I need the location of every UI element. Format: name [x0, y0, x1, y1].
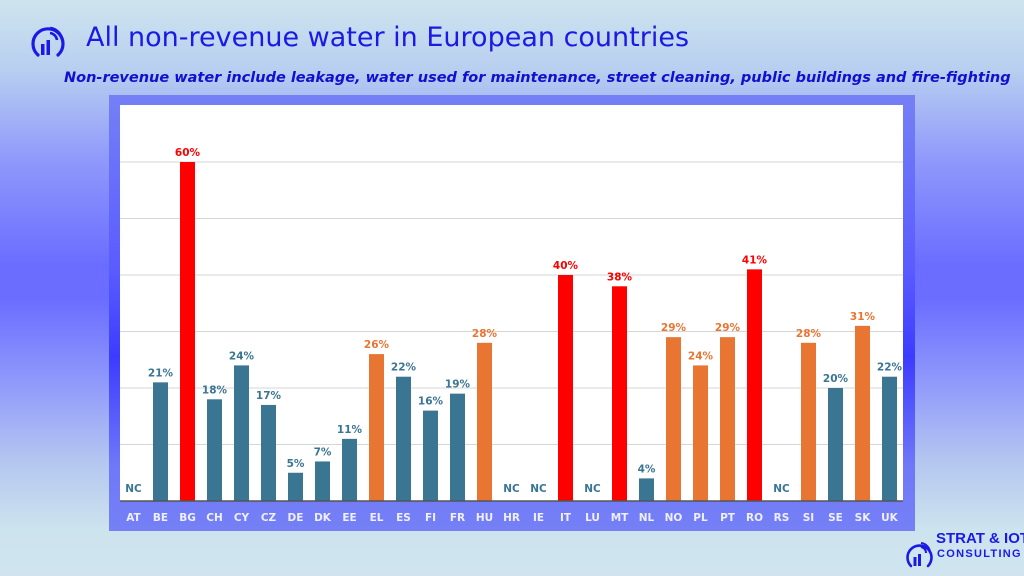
- bar-de: [288, 472, 303, 501]
- data-label-ie: NC: [530, 483, 547, 495]
- bar-ro: [747, 269, 762, 501]
- data-label-uk: 22%: [877, 362, 903, 374]
- x-tick-label-at: AT: [126, 512, 141, 524]
- x-tick-label-it: IT: [560, 512, 572, 524]
- x-tick-label-de: DE: [288, 512, 304, 524]
- data-label-no: 29%: [661, 322, 687, 334]
- bar-es: [396, 376, 411, 501]
- data-label-el: 26%: [364, 339, 390, 351]
- x-tick-label-cz: CZ: [261, 512, 277, 524]
- x-tick-label-se: SE: [828, 512, 843, 524]
- bar-sk: [855, 325, 870, 501]
- x-tick-label-ro: RO: [746, 512, 763, 524]
- data-label-pl: 24%: [688, 350, 714, 362]
- x-tick-label-lu: LU: [585, 512, 600, 524]
- x-tick-label-cy: CY: [234, 512, 250, 524]
- bar-pl: [693, 365, 708, 501]
- data-label-cy: 24%: [229, 350, 255, 362]
- x-tick-label-bg: BG: [179, 512, 196, 524]
- x-tick-label-ee: EE: [342, 512, 356, 524]
- x-tick-label-be: BE: [153, 512, 168, 524]
- x-tick-label-nl: NL: [639, 512, 655, 524]
- bar-fi: [423, 410, 438, 501]
- data-label-be: 21%: [148, 367, 174, 379]
- data-label-fr: 19%: [445, 379, 471, 391]
- x-tick-label-fi: FI: [425, 512, 436, 524]
- x-tick-label-es: ES: [396, 512, 411, 524]
- bar-bg: [180, 162, 195, 501]
- x-tick-label-sk: SK: [855, 512, 872, 524]
- x-tick-label-pl: PL: [693, 512, 708, 524]
- page-title: All non-revenue water in European countr…: [86, 22, 690, 53]
- bar-cy: [234, 365, 249, 501]
- x-tick-label-rs: RS: [774, 512, 790, 524]
- data-label-lu: NC: [584, 483, 601, 495]
- bar-pt: [720, 337, 735, 501]
- data-label-mt: 38%: [607, 271, 633, 283]
- data-label-se: 20%: [823, 373, 849, 385]
- bar-fr: [450, 393, 465, 501]
- bar-cz: [261, 404, 276, 501]
- data-label-ee: 11%: [337, 424, 363, 436]
- data-label-nl: 4%: [638, 463, 656, 475]
- data-label-fi: 16%: [418, 396, 444, 408]
- bar-uk: [882, 376, 897, 501]
- x-tick-label-ie: IE: [533, 512, 544, 524]
- data-label-pt: 29%: [715, 322, 741, 334]
- data-label-si: 28%: [796, 328, 822, 340]
- brand-tagline: CONSULTING: [937, 548, 1022, 560]
- x-tick-label-pt: PT: [720, 512, 736, 524]
- data-label-at: NC: [125, 483, 142, 495]
- x-tick-label-hu: HU: [476, 512, 493, 524]
- x-tick-label-hr: HR: [503, 512, 520, 524]
- data-label-bg: 60%: [175, 147, 201, 159]
- x-tick-label-mt: MT: [611, 512, 629, 524]
- data-label-rs: NC: [773, 483, 790, 495]
- data-label-ro: 41%: [742, 254, 768, 266]
- data-label-dk: 7%: [314, 446, 332, 458]
- x-tick-label-si: SI: [803, 512, 814, 524]
- bar-no: [666, 337, 681, 501]
- bar-nl: [639, 478, 654, 501]
- x-tick-label-no: NO: [665, 512, 683, 524]
- data-label-cz: 17%: [256, 390, 282, 402]
- data-label-hu: 28%: [472, 328, 498, 340]
- plot-area: [120, 105, 903, 501]
- x-tick-label-fr: FR: [450, 512, 465, 524]
- logo-icon: [31, 26, 65, 57]
- bar-ch: [207, 399, 222, 501]
- data-label-es: 22%: [391, 362, 417, 374]
- bar-it: [558, 275, 573, 501]
- bar-be: [153, 382, 168, 501]
- bar-hu: [477, 342, 492, 501]
- data-label-it: 40%: [553, 260, 579, 272]
- bar-ee: [342, 438, 357, 501]
- data-label-de: 5%: [287, 458, 305, 470]
- data-label-ch: 18%: [202, 384, 228, 396]
- data-label-sk: 31%: [850, 311, 876, 323]
- bar-mt: [612, 286, 627, 501]
- brand-logo-icon: [906, 542, 933, 568]
- data-label-hr: NC: [503, 483, 520, 495]
- bar-dk: [315, 461, 330, 501]
- page-subtitle: Non-revenue water include leakage, water…: [64, 70, 1011, 86]
- brand-name: STRAT & IOT: [936, 530, 1024, 547]
- bar-se: [828, 388, 843, 501]
- bar-el: [369, 354, 384, 501]
- x-tick-label-dk: DK: [314, 512, 332, 524]
- x-tick-label-uk: UK: [881, 512, 899, 524]
- bar-si: [801, 342, 816, 501]
- x-tick-label-el: EL: [370, 512, 384, 524]
- x-tick-label-ch: CH: [206, 512, 223, 524]
